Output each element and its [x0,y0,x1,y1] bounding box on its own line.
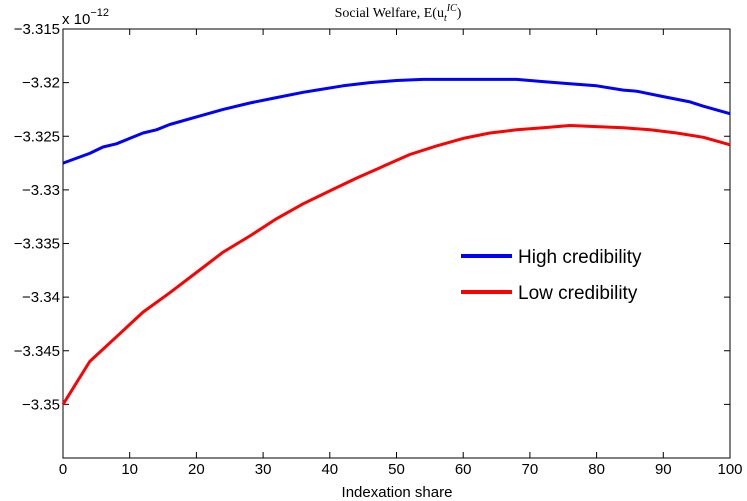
x-tick-label: 30 [255,461,272,478]
x-tick-label: 60 [455,461,472,478]
y-tick-label: −3.345 [14,343,60,360]
legend-label-low-credibility: Low credibility [518,283,638,304]
y-axis: −3.315 −3.32 −3.325 −3.33 −3.335 −3.34 −3.345 −… [14,21,730,413]
series-line-high-credibility [62,77,731,165]
y-tick-label: −3.35 [22,396,60,413]
y-tick-label: −3.33 [22,182,60,199]
x-tick-label: 10 [121,461,138,478]
y-tick-label: −3.325 [14,128,60,145]
series-line-low-credibility [61,124,731,406]
y-exponent: x 10−12 [62,7,109,28]
x-tick-label: 0 [59,461,67,478]
chart-title: Social Welfare, E(utIC) [335,3,462,24]
x-tick-label: 100 [717,461,742,478]
x-tick-label: 40 [321,461,338,478]
x-tick-label: 70 [522,461,539,478]
x-axis: 0 10 20 30 40 50 60 70 80 90 100 [59,29,743,478]
x-tick-label: 80 [588,461,605,478]
y-tick-label: −3.335 [14,236,60,253]
x-axis-label: Indexation share [342,484,453,501]
y-tick-label: −3.32 [22,75,60,92]
legend-label-high-credibility: High credibility [518,247,642,268]
legend: High credibility Low credibility [461,247,642,304]
x-tick-label: 20 [188,461,205,478]
plot-area [62,28,731,459]
y-tick-label: −3.315 [14,21,60,38]
x-tick-label: 90 [655,461,672,478]
x-tick-label: 50 [388,461,405,478]
series-lines [61,77,731,406]
y-tick-label: −3.34 [22,289,60,306]
